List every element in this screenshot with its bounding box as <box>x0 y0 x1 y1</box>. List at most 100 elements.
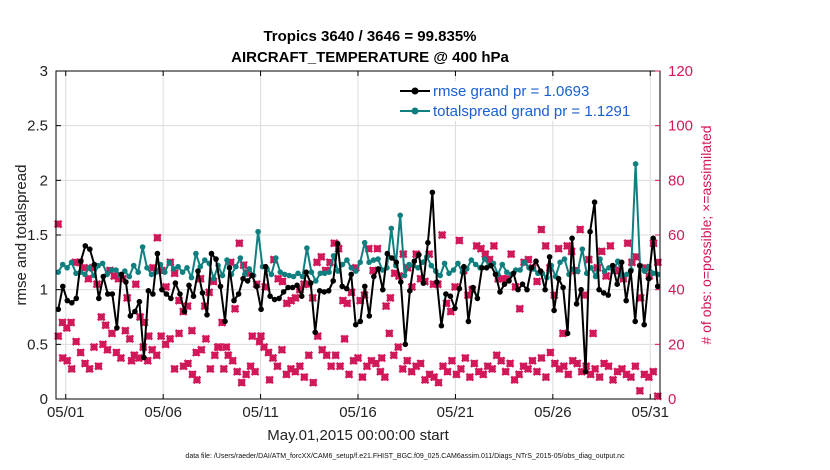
obs-count-marker <box>278 277 287 286</box>
obs-count-marker <box>649 367 658 376</box>
y-right-tick-label: 60 <box>668 227 685 244</box>
obs-cross <box>76 348 85 357</box>
rmse-point <box>240 275 246 282</box>
obs-cross <box>85 364 94 374</box>
rmse-point <box>357 318 364 325</box>
obs-cross <box>532 367 542 376</box>
obs-cross <box>317 252 326 262</box>
totalspread-point <box>82 271 88 278</box>
totalspread-point <box>290 273 297 280</box>
totalspread-point <box>317 270 324 277</box>
obs-count-marker <box>241 370 251 379</box>
obs-cross <box>278 277 287 286</box>
rmse-point <box>443 291 449 297</box>
obs-count-marker <box>153 233 162 242</box>
totalspread-point <box>348 265 355 271</box>
chart-subtitle: AIRCRAFT_TEMPERATURE @ 400 hPa <box>231 49 509 66</box>
obs-cross <box>416 359 425 368</box>
totalspread-point <box>401 272 408 279</box>
rmse-point <box>253 283 260 290</box>
rmse-point <box>289 284 296 291</box>
obs-count-marker <box>623 238 632 248</box>
x-tick-label: 05/06 <box>144 404 182 421</box>
totalspread-point <box>295 270 301 277</box>
rmse-point <box>546 254 553 260</box>
rmse-point <box>69 300 75 306</box>
chart-title: Tropics 3640 / 3646 = 99.835% <box>263 28 476 45</box>
obs-cross <box>546 348 555 357</box>
obs-count-marker <box>237 378 246 387</box>
obs-cross <box>340 334 349 344</box>
obs-count-marker <box>235 238 244 248</box>
rmse-point <box>411 258 418 265</box>
rmse-point <box>109 291 116 297</box>
obs-cross <box>248 331 257 341</box>
totalspread-point <box>468 257 475 263</box>
totalspread-point <box>370 257 377 263</box>
obs-cross <box>235 238 244 248</box>
rmse-point <box>605 292 611 298</box>
totalspread-point <box>73 270 79 277</box>
y-tick-label: 0 <box>40 391 48 408</box>
rmse-point <box>226 265 233 271</box>
rmse-point <box>402 341 409 348</box>
x-tick-label: 05/21 <box>437 404 475 421</box>
obs-cross <box>487 364 497 374</box>
obs-cross <box>381 301 391 311</box>
totalspread-point <box>55 269 61 276</box>
totalspread-point <box>255 228 261 235</box>
totalspread-point <box>335 268 341 274</box>
rmse-point <box>398 279 404 285</box>
obs-count-marker <box>470 359 479 368</box>
obs-cross <box>465 372 475 382</box>
obs-count-marker <box>385 329 394 338</box>
obs-cross <box>564 370 573 379</box>
obs-count-marker <box>322 351 331 360</box>
rmse-point <box>78 258 84 265</box>
totalspread-point <box>233 263 239 270</box>
rmse-point <box>199 290 206 296</box>
rmse-point <box>334 240 341 247</box>
rmse-point <box>60 283 66 290</box>
legend-rmse-label: rmse grand pr = 1.0693 <box>433 83 589 100</box>
totalspread-point <box>210 275 217 282</box>
obs-cross <box>322 351 331 360</box>
rmse-point <box>380 286 386 293</box>
obs-count-marker <box>331 351 340 360</box>
obs-count-marker <box>572 359 582 368</box>
totalspread-point <box>162 269 168 276</box>
totalspread-point <box>166 259 173 266</box>
obs-count-marker <box>371 359 381 368</box>
obs-count-marker <box>340 334 349 344</box>
obs-count-marker <box>601 271 611 281</box>
rmse-point <box>307 280 314 286</box>
obs-cross <box>344 370 354 379</box>
obs-cross <box>97 312 106 322</box>
obs-count-marker <box>107 329 117 338</box>
obs-cross <box>152 351 161 360</box>
obs-cross <box>631 361 640 371</box>
rmse-point <box>262 263 269 270</box>
rmse-point <box>465 318 472 325</box>
obs-cross <box>532 277 542 286</box>
rmse-point <box>352 321 359 328</box>
rmse-point <box>452 305 458 312</box>
obs-cross <box>515 304 525 314</box>
obs-count-marker <box>558 329 568 338</box>
obs-cross <box>241 370 251 379</box>
rmse-point <box>339 283 346 290</box>
totalspread-point <box>632 161 639 167</box>
obs-cross <box>335 361 345 371</box>
totalspread-point <box>326 269 332 276</box>
obs-count-marker <box>326 361 336 371</box>
obs-cross <box>201 334 211 344</box>
totalspread-point <box>313 278 319 284</box>
rmse-point <box>434 279 440 285</box>
obs-count-marker <box>635 386 645 396</box>
obs-count-marker <box>523 364 533 374</box>
totalspread-point <box>597 256 603 262</box>
y-tick-label: 0.5 <box>27 336 48 353</box>
totalspread-point <box>273 255 279 261</box>
y-right-tick-label: 80 <box>668 172 685 189</box>
rmse-point <box>145 288 152 294</box>
